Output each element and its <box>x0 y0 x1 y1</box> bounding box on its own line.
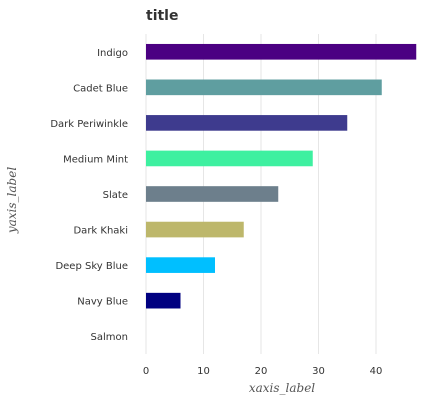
bar <box>146 150 313 167</box>
y-tick-label: Slate <box>103 190 128 201</box>
y-axis-label: yaxis_label <box>5 167 19 234</box>
x-tick-label: 30 <box>312 366 325 377</box>
y-tick-label: Navy Blue <box>77 297 128 308</box>
bar <box>146 221 244 238</box>
y-tick-label: Dark Khaki <box>73 226 128 237</box>
x-tick-labels: 0 10 20 30 40 <box>143 366 383 377</box>
y-tick-label: Indigo <box>97 48 128 59</box>
y-tick-label: Salmon <box>91 332 128 343</box>
bar <box>146 79 382 96</box>
bar <box>146 186 279 202</box>
x-tick-label: 10 <box>197 366 210 377</box>
y-tick-label: Cadet Blue <box>73 83 128 94</box>
bar <box>146 257 215 273</box>
x-tick-label: 0 <box>143 366 149 377</box>
bar <box>146 292 181 309</box>
y-tick-label: Medium Mint <box>63 154 128 165</box>
bars-group <box>146 43 417 309</box>
bar <box>146 115 348 131</box>
y-tick-labels: Indigo Cadet Blue Dark Periwinkle Medium Mi… <box>50 48 128 343</box>
x-tick-label: 40 <box>370 366 383 377</box>
bar <box>146 43 417 60</box>
chart-title: title <box>146 8 178 24</box>
y-tick-label: Deep Sky Blue <box>55 261 128 272</box>
x-tick-label: 20 <box>255 366 268 377</box>
x-axis-label: xaxis_label <box>249 381 315 395</box>
y-tick-label: Dark Periwinkle <box>50 119 128 130</box>
